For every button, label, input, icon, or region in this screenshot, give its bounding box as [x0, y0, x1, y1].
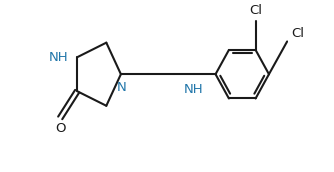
- Text: O: O: [55, 122, 65, 135]
- Text: Cl: Cl: [249, 4, 262, 17]
- Text: NH: NH: [184, 83, 203, 96]
- Text: NH: NH: [49, 51, 69, 64]
- Text: Cl: Cl: [291, 27, 304, 40]
- Text: N: N: [117, 81, 127, 94]
